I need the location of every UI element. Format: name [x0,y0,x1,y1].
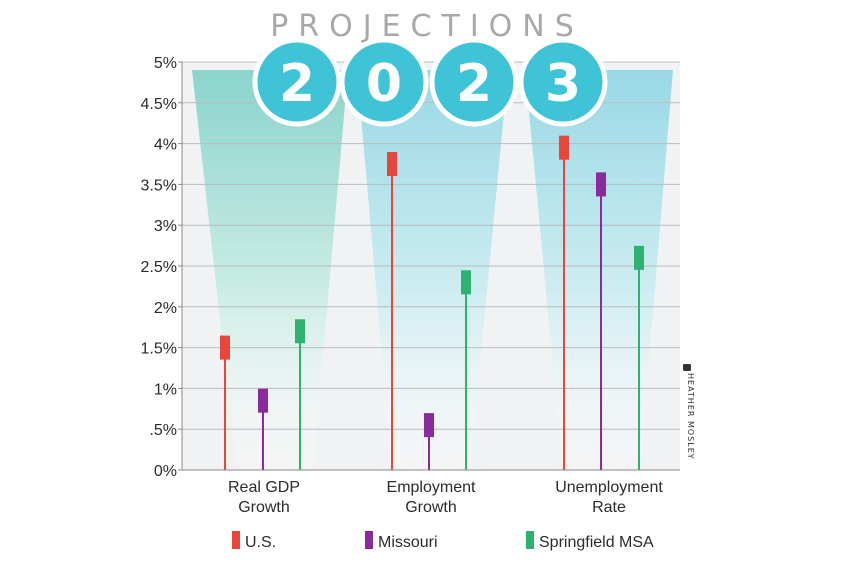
legend-label: Missouri [378,534,438,551]
y-tick-label: 3% [154,218,177,235]
bar-marker [424,413,434,438]
bar-marker [220,335,230,360]
bar-marker [559,135,569,160]
category-label: Rate [592,499,626,516]
y-tick-label: 5% [154,55,177,72]
y-tick-label: 1% [154,381,177,398]
year-digit: 2 [456,54,492,114]
legend-swatch [365,531,373,549]
y-tick-label: 2% [154,300,177,317]
bar-marker [295,319,305,344]
category-label: Unemployment [555,479,663,496]
category-labels: Real GDP Growth Employment Growth Unemployme… [228,479,663,516]
year-digit: 2 [279,54,315,114]
camera-icon [683,364,691,371]
bar-marker [596,172,606,197]
year-circle [518,37,608,127]
data-marks [220,135,644,470]
y-tick-label: 2.5% [141,259,177,276]
y-axis-ticks: 0% .5% 1% 1.5% 2% 2.5% 3% 3.5% 4% 4.5% 5% [141,55,182,480]
y-tick-label: 1.5% [141,341,177,358]
category-band-1 [192,70,348,470]
legend-label: U.S. [245,534,276,551]
legend-swatch [232,531,240,549]
legend-swatch [526,531,534,549]
photo-credit: HEATHER MOSLEY [686,373,695,460]
y-tick-label: 4% [154,137,177,154]
bar-marker [634,245,644,270]
year-circle [429,37,519,127]
bar-marker [387,152,397,176]
category-label: Employment [387,479,476,496]
year-digit: 3 [545,54,581,114]
legend-label: Springfield MSA [539,534,654,551]
year-digit: 0 [366,54,402,114]
category-label: Growth [238,499,290,516]
bar-marker [258,388,268,413]
y-tick-label: 4.5% [141,96,177,113]
y-tick-label: .5% [149,422,177,439]
category-band-3 [525,70,673,470]
category-label: Real GDP [228,479,300,496]
year-circle [339,37,429,127]
chart-title: PROJECTIONS [270,9,584,44]
category-label: Growth [405,499,457,516]
year-circle [252,37,342,127]
y-tick-label: 3.5% [141,177,177,194]
y-tick-label: 0% [154,463,177,480]
legend: U.S. Missouri Springfield MSA [232,531,654,551]
bar-marker [461,270,471,295]
